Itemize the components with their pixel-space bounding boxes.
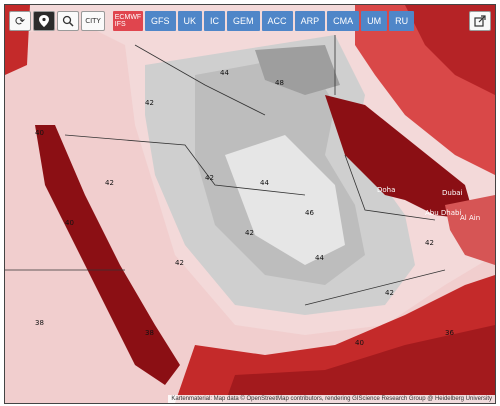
model-button-gem[interactable]: GEM [227,11,260,31]
model-label: ECMWF IFS [114,14,142,28]
model-button-cma[interactable]: CMA [327,11,360,31]
temperature-map[interactable]: 40 40 42 42 44 48 42 44 46 42 44 42 42 3… [5,5,495,403]
temp-label: 38 [35,319,44,327]
map-frame: 40 40 42 42 44 48 42 44 46 42 44 42 42 3… [4,4,496,404]
model-label: UK [183,16,197,26]
temp-label: 42 [425,239,434,247]
model-label: UM [367,16,382,26]
temp-label: 38 [145,329,154,337]
model-button-acc[interactable]: ACC [261,11,293,31]
model-button-ic[interactable]: IC [204,11,226,31]
city-label-doha: Doha [377,186,395,194]
temp-label: 42 [385,289,394,297]
model-label: RU [395,16,409,26]
city-label-abu-dhabi: Abu Dhabi [425,209,461,217]
share-icon[interactable] [469,11,491,31]
temp-label: 40 [355,339,364,347]
map-attribution: Kartenmaterial: Map data © OpenStreetMap… [168,395,495,403]
temp-label: 42 [105,179,114,187]
model-button-gfs[interactable]: GFS [145,11,176,31]
city-label-al-ain: Al Ain [460,214,480,222]
temp-label: 42 [145,99,154,107]
model-label: CMA [333,16,354,26]
model-button-arp[interactable]: ARP [294,11,326,31]
model-label: ACC [267,16,287,26]
model-button-uk[interactable]: UK [177,11,203,31]
temp-label: 42 [205,174,214,182]
temp-label: 42 [175,259,184,267]
model-label: ARP [300,16,320,26]
temp-label: 36 [445,329,454,337]
temp-label: 46 [305,209,314,217]
model-button-ru[interactable]: RU [389,11,415,31]
temp-label: 40 [35,129,44,137]
temp-label: 44 [220,69,229,77]
temp-label: 48 [275,79,284,87]
city-grid-label: CITY [85,17,101,25]
temp-label: 44 [315,254,324,262]
temp-label: 40 [65,219,74,227]
model-button-ecmwf[interactable]: ECMWF IFS [113,11,143,31]
refresh-icon[interactable]: ⟳ [9,11,31,31]
temp-label: 44 [260,179,269,187]
city-label-dubai: Dubai [442,189,463,197]
model-label: IC [210,16,220,26]
zoom-in-icon[interactable] [57,11,79,31]
map-pin-icon[interactable] [33,11,55,31]
model-button-um[interactable]: UM [361,11,388,31]
model-selector: ECMWF IFS GFS UK IC GEM ACC ARP CMA UM RU [113,11,416,31]
temp-label: 42 [245,229,254,237]
model-label: GEM [233,16,254,26]
city-grid-button[interactable]: CITY [81,11,105,31]
map-toolbar: ⟳ CITY ECMWF IFS GFS UK IC GEM ACC ARP CM… [9,11,416,33]
model-label: GFS [151,16,170,26]
